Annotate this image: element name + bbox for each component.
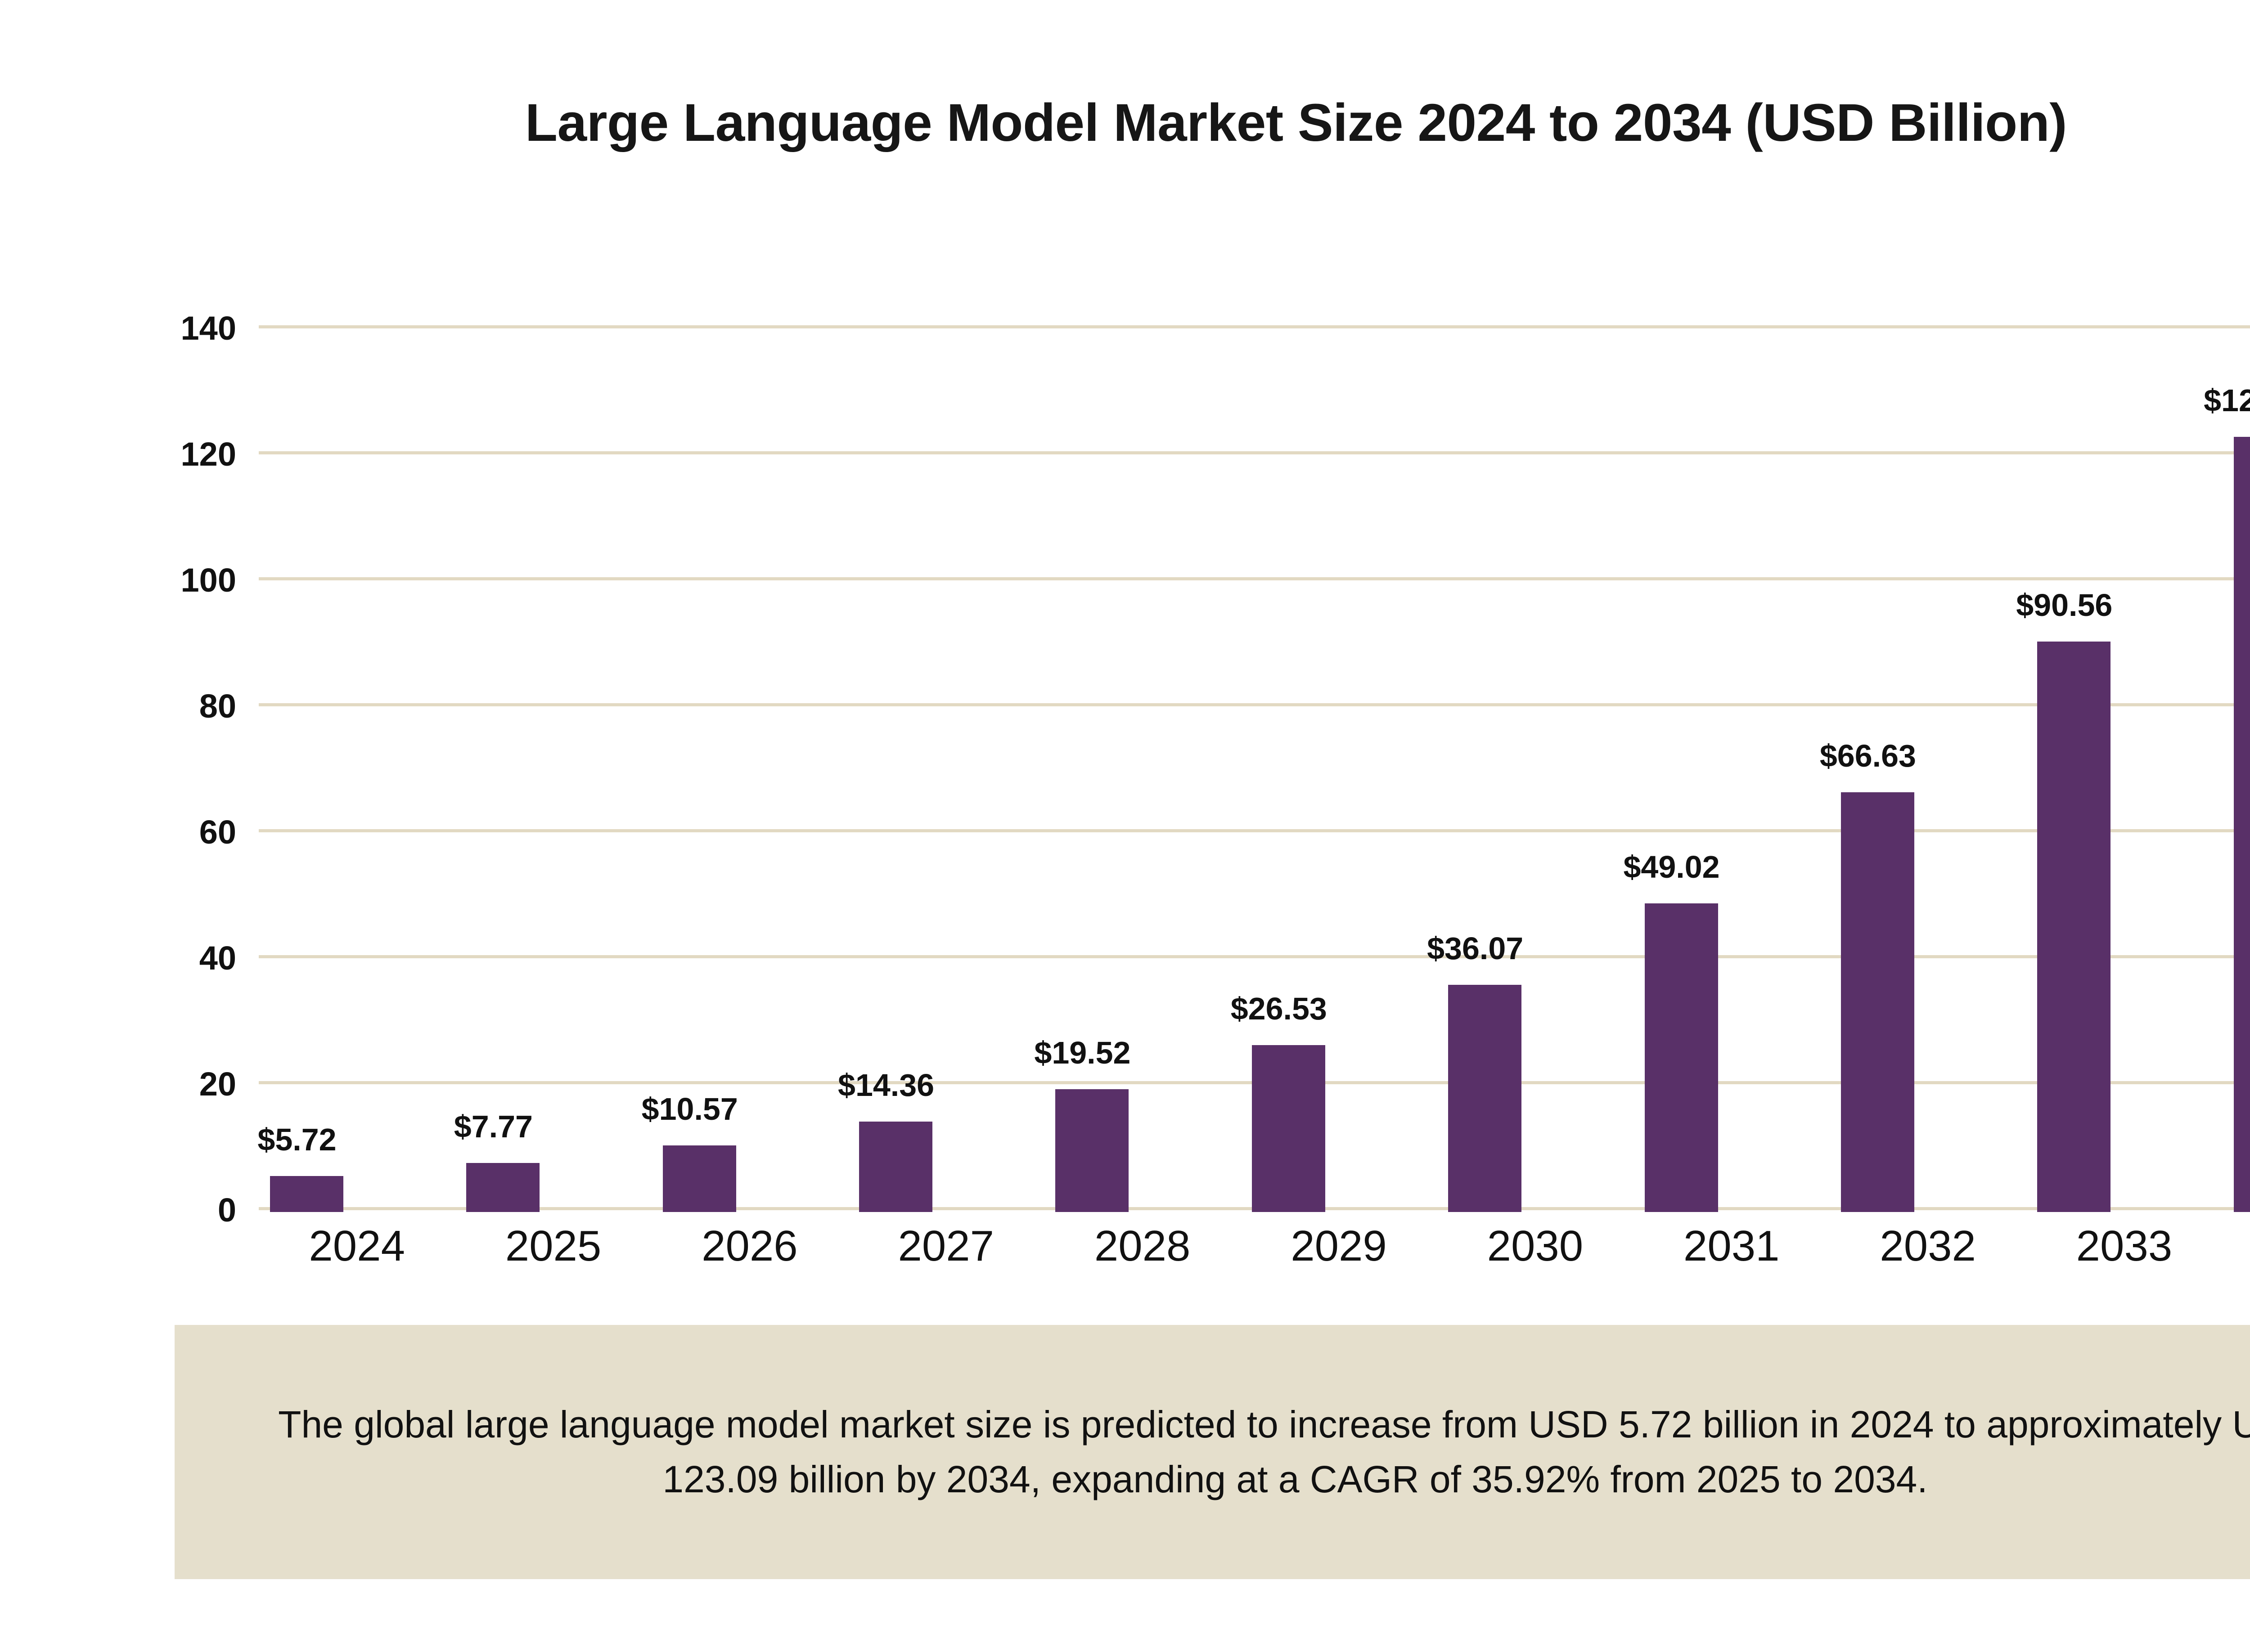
x-axis-tick-label: 2030 bbox=[1487, 1222, 1584, 1270]
bar[interactable] bbox=[662, 1145, 736, 1212]
gridline bbox=[259, 577, 2250, 580]
bar-value-label: $5.72 bbox=[257, 1122, 337, 1157]
bar-value-label: $66.63 bbox=[1819, 738, 1916, 774]
bar-value-label: $49.02 bbox=[1623, 849, 1720, 884]
x-axis-tick-label: 2026 bbox=[702, 1222, 798, 1270]
gridline bbox=[259, 703, 2250, 706]
bar-group[interactable]: $5.72 bbox=[257, 328, 455, 1212]
y-axis-tick-label: 20 bbox=[199, 1065, 236, 1103]
bar[interactable] bbox=[466, 1163, 540, 1212]
bar[interactable] bbox=[1251, 1045, 1325, 1212]
x-axis-tick-label: 2029 bbox=[1291, 1222, 1387, 1270]
x-axis-tick-label: 2031 bbox=[1683, 1222, 1780, 1270]
y-axis-tick-label: 40 bbox=[199, 939, 236, 977]
bar-value-label: $19.52 bbox=[1034, 1035, 1131, 1070]
gridline bbox=[259, 955, 2250, 958]
bar[interactable] bbox=[2037, 642, 2111, 1212]
gridline bbox=[259, 325, 2250, 328]
bar-group[interactable]: $26.53 bbox=[1231, 328, 1437, 1212]
bar[interactable] bbox=[1055, 1089, 1129, 1212]
bar[interactable] bbox=[270, 1176, 343, 1212]
x-axis-tick-label: 2034 bbox=[2223, 1225, 2250, 1268]
bar[interactable] bbox=[1840, 792, 1914, 1212]
bar[interactable] bbox=[859, 1121, 933, 1212]
y-axis-tick-label: 100 bbox=[180, 561, 236, 599]
bar-value-label: $14.36 bbox=[838, 1067, 935, 1103]
plot-area: $5.72 $7.77 $10.57 $14.36 $19.52 $26.53 $36.07… bbox=[257, 325, 2250, 1212]
bar[interactable] bbox=[2233, 436, 2250, 1212]
bar-group[interactable]: $19.52 bbox=[1034, 328, 1240, 1212]
bar-value-label: $90.56 bbox=[2016, 588, 2113, 623]
x-axis-tick-label: 2025 bbox=[505, 1222, 602, 1270]
bar-value-label: $26.53 bbox=[1230, 991, 1327, 1026]
bar-group[interactable]: $90.56 bbox=[2016, 328, 2222, 1212]
bar-group[interactable]: $36.07 bbox=[1427, 328, 1633, 1212]
bar-value-label: $36.07 bbox=[1427, 931, 1524, 966]
caption-panel: The global large language model market s… bbox=[175, 1325, 2250, 1579]
x-axis-tick-label: 2033 bbox=[2076, 1222, 2173, 1270]
bar-group[interactable]: $7.77 bbox=[454, 328, 651, 1212]
x-axis-tick-label: 2028 bbox=[1094, 1222, 1191, 1270]
bar[interactable] bbox=[1644, 903, 1718, 1212]
y-axis-tick-label: 60 bbox=[199, 813, 236, 851]
page-title: Large Language Model Market Size 2024 to… bbox=[525, 93, 2067, 153]
bar-value-label: $10.57 bbox=[641, 1091, 738, 1127]
y-axis-tick-label: 0 bbox=[217, 1191, 236, 1229]
bar-value-label: $7.77 bbox=[454, 1109, 533, 1145]
bar[interactable] bbox=[1448, 985, 1522, 1212]
gridline bbox=[259, 451, 2250, 454]
y-axis-tick-label: 80 bbox=[199, 687, 236, 725]
bar-group[interactable]: $66.63 bbox=[1820, 328, 2026, 1212]
x-axis-tick-label: 2027 bbox=[898, 1222, 994, 1270]
bar-value-label: $123.09 bbox=[2204, 382, 2250, 418]
bar-group[interactable]: $123.09 bbox=[2204, 328, 2250, 1212]
y-axis-tick-label: 120 bbox=[180, 435, 236, 473]
gridline bbox=[259, 829, 2250, 832]
y-axis-tick-label: 140 bbox=[180, 310, 236, 347]
bar-group[interactable]: $14.36 bbox=[838, 328, 1044, 1212]
caption-text: The global large language model market s… bbox=[278, 1403, 2250, 1500]
bar-group[interactable]: $10.57 bbox=[642, 328, 848, 1212]
bar-group[interactable]: $49.02 bbox=[1623, 328, 1830, 1212]
x-axis-tick-label: 2024 bbox=[309, 1222, 405, 1270]
x-axis-tick-label: 2032 bbox=[1880, 1222, 1976, 1270]
